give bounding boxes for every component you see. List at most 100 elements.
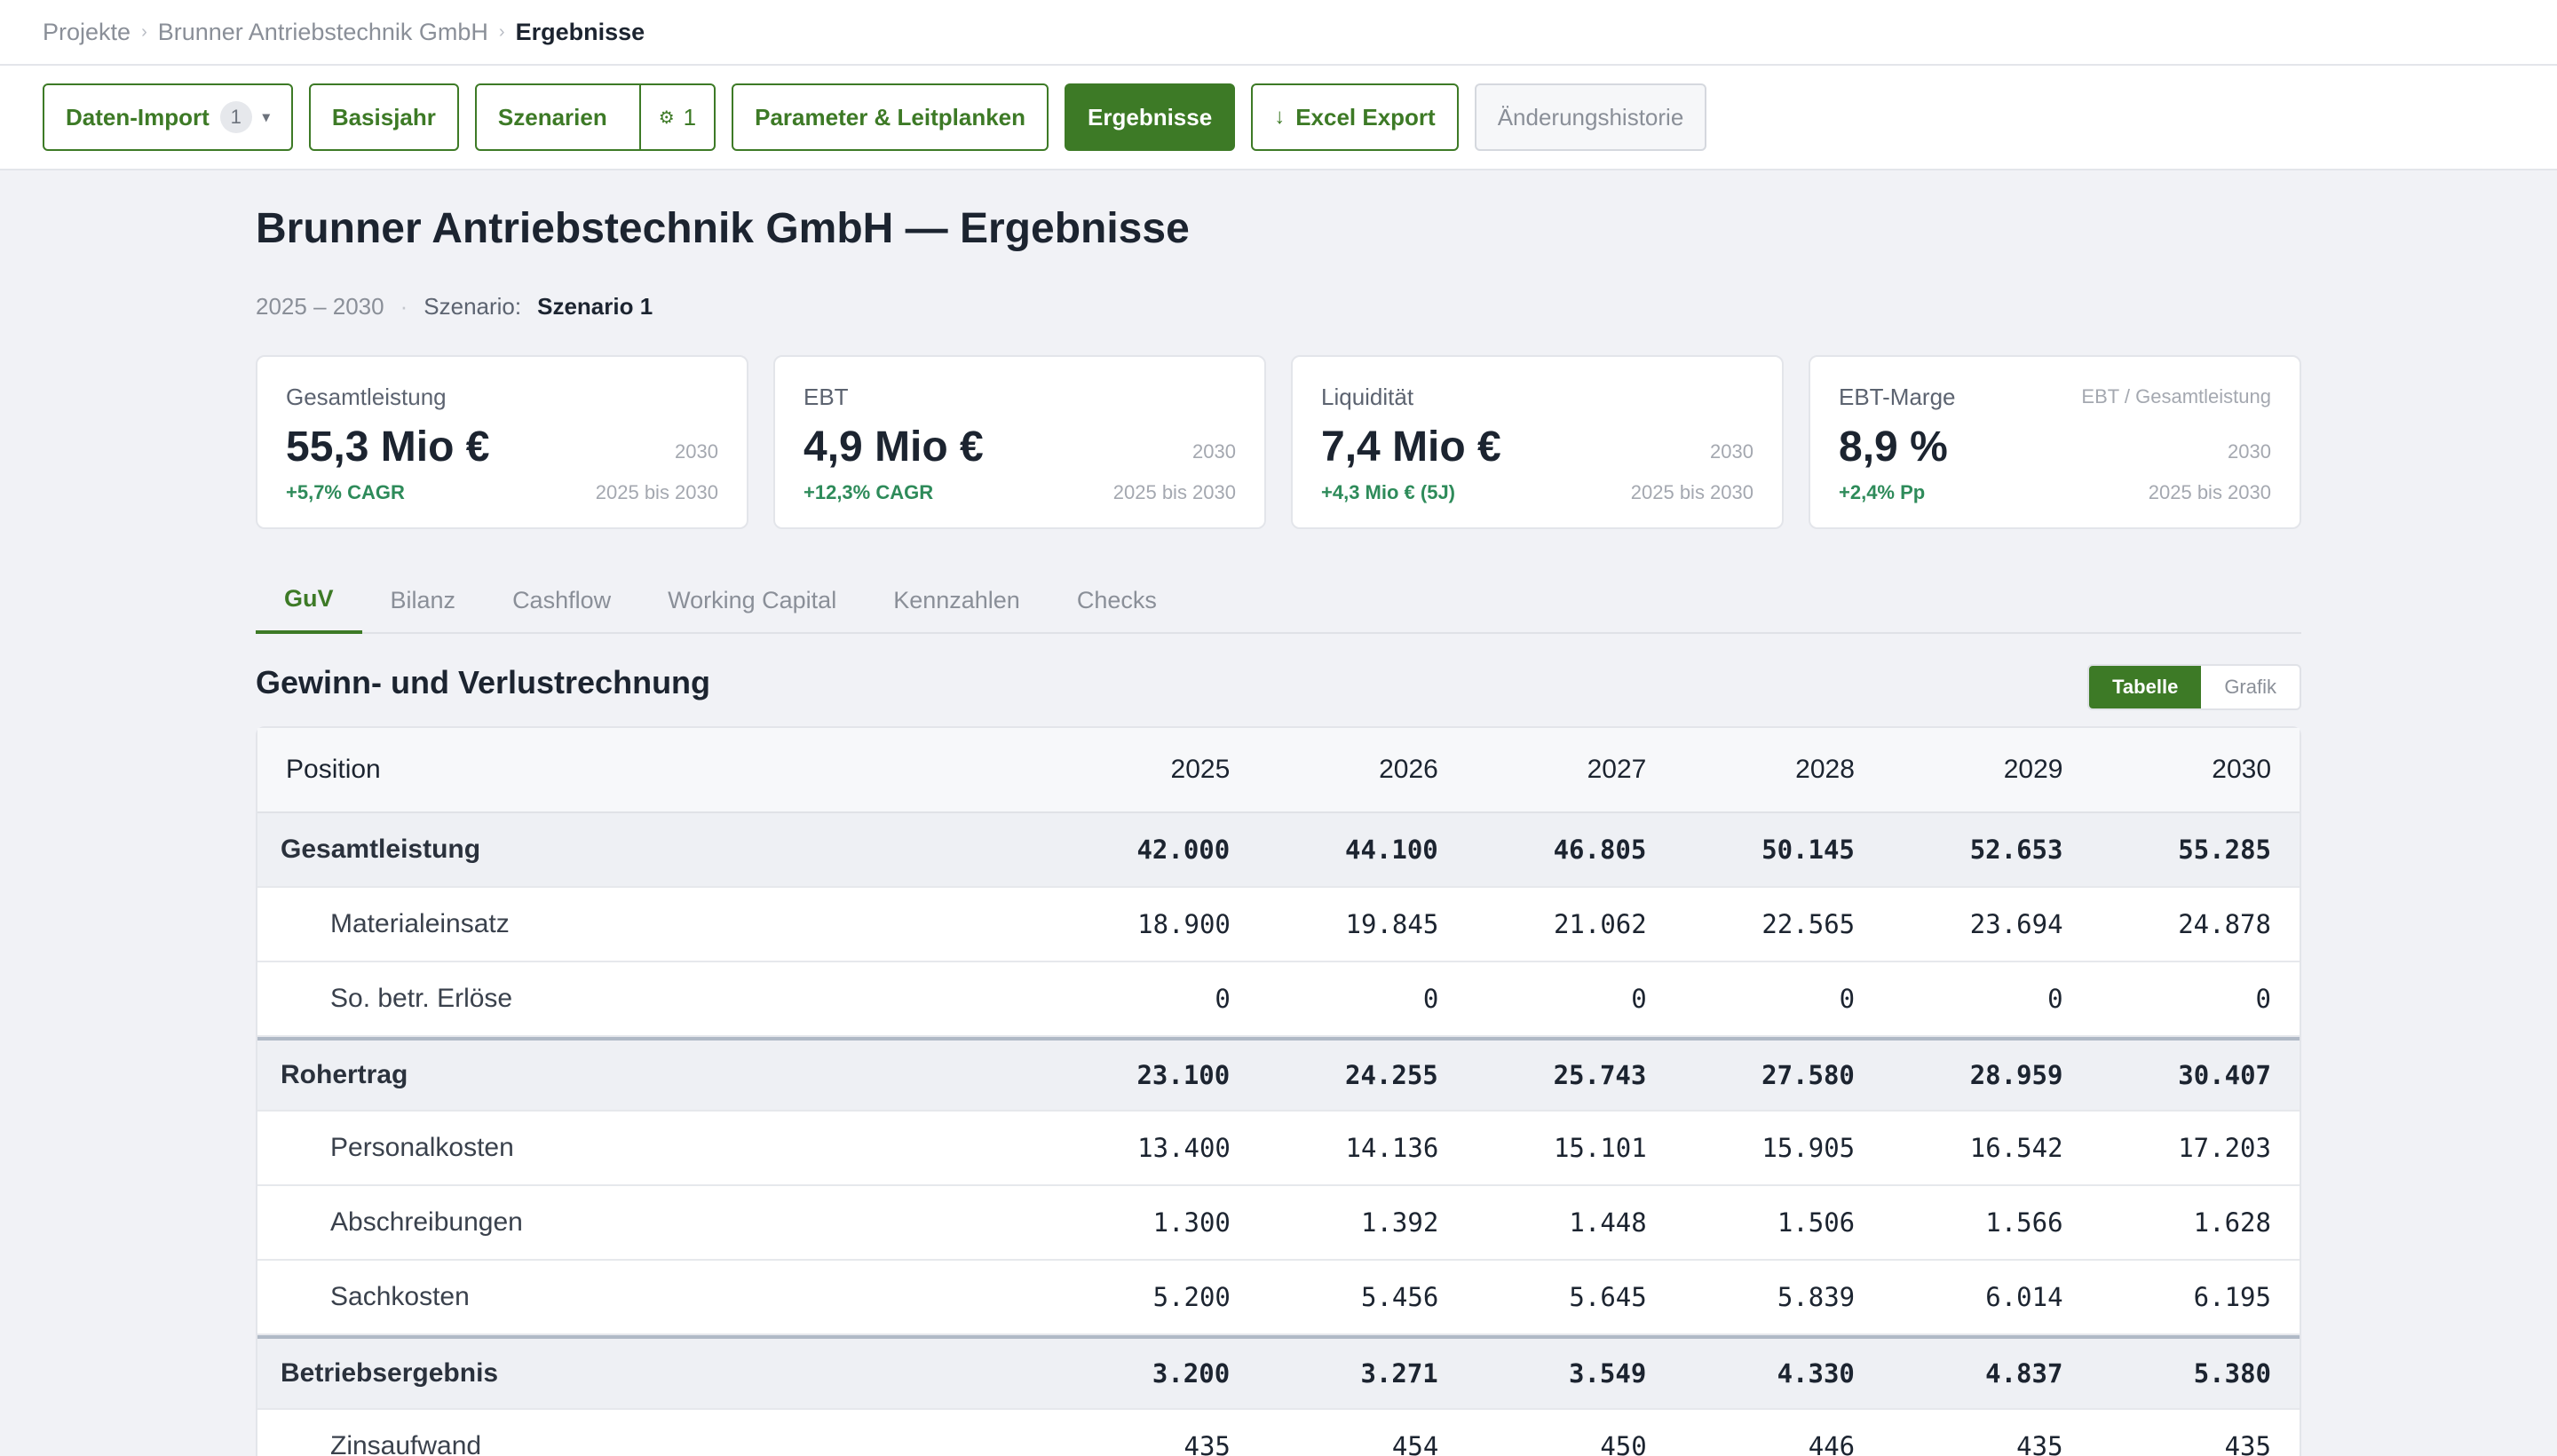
- breadcrumb-separator-icon: ›: [498, 21, 505, 42]
- scenario-label: Szenario:: [424, 293, 522, 320]
- row-label: So. betr. Erlöse: [330, 984, 513, 1013]
- tab-checks[interactable]: Checks: [1076, 586, 1157, 613]
- szenarien-button-group: Szenarien ⚙ 1: [474, 83, 716, 151]
- parameter-leitplanken-button[interactable]: Parameter & Leitplanken: [732, 83, 1049, 151]
- szenarien-settings-button[interactable]: ⚙ 1: [638, 85, 714, 149]
- breadcrumb-project[interactable]: Brunner Antriebstechnik GmbH: [157, 18, 488, 45]
- row-label: Gesamtleistung: [281, 835, 481, 864]
- column-header-year: 2026: [1379, 755, 1438, 784]
- table-cell: 3.200: [1152, 1358, 1231, 1389]
- table-cell: 24.255: [1345, 1060, 1438, 1090]
- table-cell: 1.448: [1569, 1207, 1647, 1238]
- row-label: Sachkosten: [330, 1282, 470, 1311]
- table-cell: 3.549: [1569, 1358, 1647, 1389]
- table-cell: 17.203: [2178, 1133, 2271, 1163]
- table-row-so-betr-erloese: So. betr. Erlöse 0 0 0 0 0 0: [257, 962, 2300, 1037]
- table-cell: 27.580: [1761, 1060, 1855, 1090]
- table-cell: 55.285: [2178, 835, 2272, 865]
- tab-working-capital[interactable]: Working Capital: [668, 586, 837, 613]
- kpi-card-ebt-marge: EBT-Marge EBT / Gesamtleistung 8,9 % 203…: [1809, 355, 2301, 529]
- kpi-year: 2030: [2228, 440, 2271, 463]
- table-cell: 46.805: [1553, 835, 1647, 865]
- ergebnisse-label: Ergebnisse: [1088, 103, 1213, 131]
- gear-icon: ⚙: [658, 107, 675, 128]
- table-cell: 42.000: [1136, 835, 1231, 865]
- table-cell: 19.845: [1345, 909, 1439, 939]
- table-cell: 454: [1391, 1431, 1439, 1456]
- column-header-year: 2025: [1170, 755, 1231, 784]
- table-cell: 14.136: [1345, 1133, 1439, 1163]
- row-label: Betriebsergebnis: [281, 1358, 499, 1388]
- breadcrumb-current: Ergebnisse: [515, 18, 645, 45]
- table-cell: 435: [1184, 1431, 1231, 1456]
- aenderungshistorie-button[interactable]: Änderungshistorie: [1474, 83, 1707, 151]
- table-cell: 5.380: [2193, 1358, 2272, 1389]
- table-cell: 22.565: [1761, 909, 1856, 939]
- table-cell: 23.100: [1136, 1060, 1231, 1090]
- table-cell: 0: [1839, 984, 1856, 1014]
- chevron-down-icon: ▾: [262, 110, 270, 125]
- row-label: Personalkosten: [330, 1133, 514, 1162]
- row-label: Rohertrag: [281, 1060, 408, 1089]
- basisjahr-button[interactable]: Basisjahr: [308, 83, 459, 151]
- table-cell: 52.653: [1969, 835, 2063, 865]
- page-meta: 2025 – 2030 · Szenario: Szenario 1: [256, 293, 653, 320]
- table-cell: 16.542: [1969, 1133, 2063, 1163]
- column-header-year: 2027: [1587, 755, 1647, 784]
- kpi-label: Gesamtleistung: [286, 384, 447, 410]
- column-header-year: 2029: [2003, 755, 2063, 784]
- table-cell: 0: [2047, 984, 2063, 1014]
- kpi-delta: +5,7% CAGR: [286, 481, 405, 503]
- kpi-card-ebt: EBT 4,9 Mio € 2030 +12,3% CAGR 2025 bis …: [773, 355, 1266, 529]
- table-cell: 18.900: [1137, 909, 1231, 939]
- section-title: Gewinn- und Verlustrechnung: [256, 664, 711, 700]
- table-cell: 50.145: [1761, 835, 1855, 865]
- table-cell: 15.905: [1761, 1133, 1856, 1163]
- year-range: 2025 – 2030: [256, 293, 384, 320]
- column-header-position: Position: [286, 755, 381, 784]
- kpi-year: 2030: [1192, 440, 1236, 463]
- breadcrumb-projekte[interactable]: Projekte: [43, 18, 131, 45]
- tab-kennzahlen[interactable]: Kennzahlen: [893, 586, 1020, 613]
- table-cell: 0: [1422, 984, 1439, 1014]
- table-cell: 13.400: [1137, 1133, 1231, 1163]
- table-cell: 1.506: [1777, 1207, 1856, 1238]
- kpi-range: 2025 bis 2030: [1112, 481, 1236, 503]
- toolbar: Daten-Import 1 ▾ Basisjahr Szenarien ⚙ 1…: [0, 66, 2557, 170]
- table-cell: 3.271: [1360, 1358, 1438, 1389]
- table-row-rohertrag: Rohertrag 23.100 24.255 25.743 27.580 28…: [257, 1037, 2300, 1112]
- kpi-year: 2030: [675, 440, 718, 463]
- table-cell: 21.062: [1553, 909, 1647, 939]
- table-cell: 1.628: [2193, 1207, 2271, 1238]
- szenarien-button[interactable]: Szenarien: [477, 85, 629, 149]
- daten-import-button[interactable]: Daten-Import 1 ▾: [43, 83, 293, 151]
- breadcrumb: Projekte › Brunner Antriebstechnik GmbH …: [0, 0, 2557, 66]
- kpi-value: 7,4 Mio €: [1321, 423, 1501, 471]
- tab-guv[interactable]: GuV: [256, 566, 362, 634]
- table-cell: 1.300: [1152, 1207, 1231, 1238]
- table-cell: 28.959: [1969, 1060, 2063, 1090]
- column-header-year: 2028: [1795, 755, 1855, 784]
- kpi-range: 2025 bis 2030: [1630, 481, 1753, 503]
- kpi-card-liquiditaet: Liquidität 7,4 Mio € 2030 +4,3 Mio € (5J…: [1291, 355, 1784, 529]
- table-cell: 15.101: [1553, 1133, 1647, 1163]
- toggle-grafik-button[interactable]: Grafik: [2224, 676, 2276, 698]
- ergebnisse-button[interactable]: Ergebnisse: [1065, 83, 1236, 151]
- table-cell: 1.566: [1985, 1207, 2063, 1238]
- kpi-label: Liquidität: [1321, 384, 1414, 410]
- toggle-tabelle-button[interactable]: Tabelle: [2089, 666, 2202, 708]
- table-cell: 5.839: [1777, 1282, 1856, 1312]
- tab-cashflow[interactable]: Cashflow: [512, 586, 612, 613]
- tab-bilanz[interactable]: Bilanz: [390, 586, 456, 613]
- aenderungshistorie-label: Änderungshistorie: [1497, 103, 1684, 131]
- import-count-badge: 1: [219, 101, 252, 133]
- daten-import-label: Daten-Import: [66, 103, 210, 131]
- excel-export-button[interactable]: ↓ Excel Export: [1251, 83, 1459, 151]
- table-cell: 1.392: [1360, 1207, 1439, 1238]
- table-row-personalkosten: Personalkosten 13.400 14.136 15.101 15.9…: [257, 1112, 2300, 1186]
- table-cell: 0: [1215, 984, 1231, 1014]
- table-row-materialeinsatz: Materialeinsatz 18.900 19.845 21.062 22.…: [257, 888, 2300, 962]
- table-row-abschreibungen: Abschreibungen 1.300 1.392 1.448 1.506 1…: [257, 1186, 2300, 1261]
- kpi-delta: +2,4% Pp: [1839, 481, 1926, 503]
- szenarien-label: Szenarien: [497, 103, 607, 131]
